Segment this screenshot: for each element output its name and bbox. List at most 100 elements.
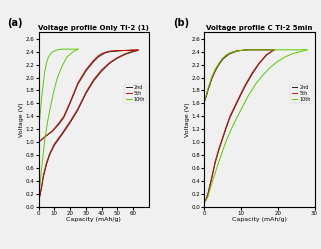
5th [43,135,47,138]
10th [247,48,250,51]
10th [45,62,48,65]
10th [60,48,64,51]
5th [210,77,213,80]
10th [232,50,236,53]
Line: 10th: 10th [39,49,78,129]
2nd [41,137,45,140]
2nd [254,48,258,51]
5th [40,138,44,141]
5th [228,52,232,55]
2nd [202,101,206,104]
10th [268,48,272,51]
5th [205,92,209,95]
10th [276,48,280,51]
Legend: 2nd, 5th, 10th: 2nd, 5th, 10th [290,84,312,103]
10th [37,121,41,124]
10th [217,62,221,65]
5th [46,133,50,136]
2nd [103,52,107,55]
10th [52,50,56,53]
5th [37,141,40,144]
2nd [213,70,217,73]
10th [235,50,239,53]
X-axis label: Capacity (mAh/g): Capacity (mAh/g) [66,217,121,222]
5th [131,48,135,51]
Line: 5th: 5th [204,50,274,102]
10th [202,101,206,104]
10th [291,48,294,51]
Y-axis label: Voltage (V): Voltage (V) [19,102,24,137]
2nd [40,138,44,141]
5th [235,49,239,52]
10th [254,48,258,51]
10th [49,52,53,55]
10th [65,48,69,51]
5th [57,121,61,124]
5th [268,48,272,51]
5th [84,68,88,71]
10th [208,82,212,85]
10th [221,57,224,60]
Line: 5th: 5th [39,50,138,142]
10th [205,90,209,93]
5th [76,81,80,84]
10th [305,48,309,51]
2nd [239,49,243,52]
2nd [206,89,210,92]
2nd [38,139,42,142]
Text: (b): (b) [173,18,189,28]
2nd [116,50,119,53]
2nd [123,49,127,52]
5th [213,69,217,72]
2nd [57,123,61,125]
5th [97,54,100,57]
10th [40,95,44,98]
Legend: 2nd, 5th, 10th: 2nd, 5th, 10th [125,84,146,103]
10th [71,48,75,51]
X-axis label: Capacity (mAh/g): Capacity (mAh/g) [232,217,287,222]
5th [217,62,221,65]
5th [49,130,53,133]
5th [45,134,48,137]
5th [239,49,243,52]
5th [247,48,250,51]
2nd [52,128,56,131]
2nd [232,51,236,54]
10th [213,68,217,71]
2nd [76,82,80,85]
2nd [62,116,66,119]
10th [298,48,302,51]
5th [202,101,206,104]
Line: 2nd: 2nd [204,50,274,102]
10th [38,114,42,117]
10th [228,52,232,55]
10th [204,94,208,97]
5th [261,48,265,51]
5th [116,49,119,52]
10th [74,48,78,51]
10th [68,48,72,51]
2nd [208,84,212,87]
10th [206,87,210,90]
10th [239,49,243,52]
Title: Voltage profile Only Ti-2 (1): Voltage profile Only Ti-2 (1) [38,25,149,31]
2nd [46,133,50,136]
5th [224,54,228,57]
5th [254,48,258,51]
10th [76,48,80,51]
10th [261,48,265,51]
2nd [97,56,100,59]
5th [52,127,56,130]
5th [68,101,72,104]
2nd [84,70,88,73]
2nd [224,55,228,58]
5th [221,57,224,60]
2nd [204,95,208,98]
2nd [235,50,239,53]
2nd [108,50,111,53]
5th [204,95,208,98]
2nd [221,58,224,61]
Line: 10th: 10th [204,50,307,102]
2nd [205,92,209,95]
10th [43,70,47,73]
